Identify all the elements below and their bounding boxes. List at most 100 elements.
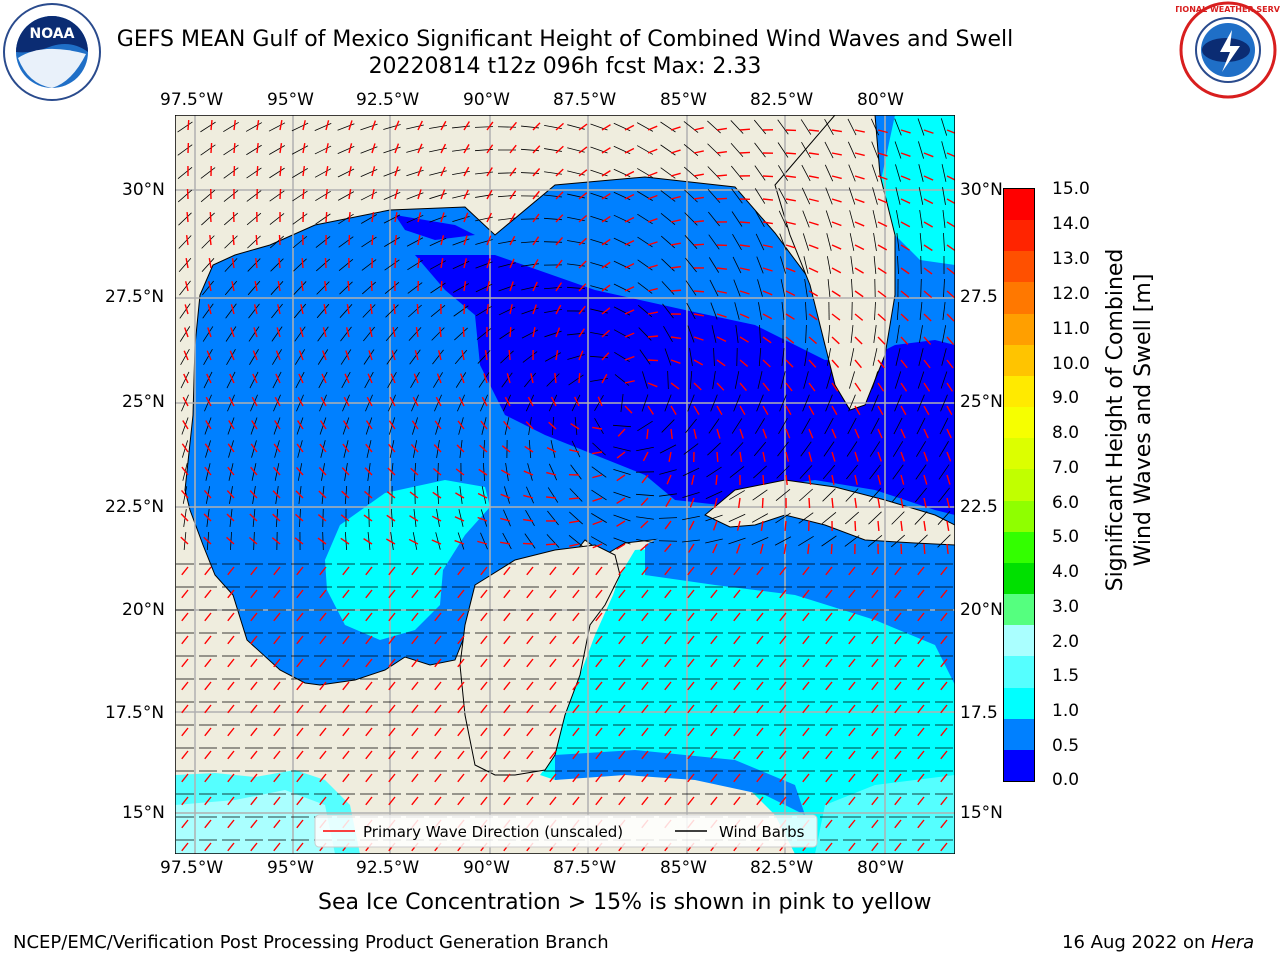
wave-direction-arrow <box>940 635 948 645</box>
wave-direction-arrow <box>923 175 934 181</box>
wave-direction-arrow <box>273 750 281 760</box>
wind-barb <box>200 144 216 156</box>
wave-direction-arrow <box>555 259 563 269</box>
wave-direction-arrow <box>825 796 833 806</box>
wave-direction-arrow <box>455 492 465 499</box>
wave-direction-arrow <box>342 750 350 760</box>
wave-direction-arrow <box>255 234 258 246</box>
wave-direction-arrow <box>254 281 258 292</box>
wind-barb <box>662 303 674 319</box>
wind-barb <box>203 371 213 389</box>
wind-barb <box>430 282 446 294</box>
wave-direction-arrow <box>463 189 469 200</box>
wind-barb <box>710 302 718 320</box>
wave-direction-arrow <box>348 189 352 200</box>
wave-direction-arrow <box>779 658 787 668</box>
wave-direction-arrow <box>670 149 681 154</box>
yucatan-peninsula <box>459 544 621 776</box>
wave-direction-arrow <box>624 170 635 177</box>
wind-barb <box>434 394 442 412</box>
wind-barb <box>224 258 238 272</box>
wave-direction-arrow <box>946 382 954 392</box>
wind-barb <box>180 348 190 366</box>
wind-barb <box>709 279 719 297</box>
wind-barb <box>386 349 398 365</box>
wind-barb <box>225 303 237 319</box>
wave-direction-arrow <box>300 304 304 315</box>
wind-barb <box>250 394 258 412</box>
wave-direction-arrow <box>595 566 603 576</box>
wave-direction-arrow <box>693 220 705 223</box>
wave-direction-arrow <box>825 566 833 576</box>
wave-direction-arrow <box>739 221 751 224</box>
wind-barb <box>916 441 926 457</box>
wave-direction-arrow <box>480 704 488 714</box>
wind-barb <box>825 394 833 412</box>
wind-barb <box>527 463 533 481</box>
wave-direction-arrow <box>854 474 858 485</box>
wind-barb <box>291 122 309 132</box>
wave-direction-arrow <box>756 704 764 714</box>
wave-direction-arrow <box>647 241 658 246</box>
wave-direction-arrow <box>503 773 511 783</box>
wave-direction-arrow <box>900 359 908 369</box>
wave-direction-arrow <box>433 444 442 453</box>
wave-direction-arrow <box>762 221 773 225</box>
wave-direction-arrow <box>687 589 695 599</box>
wave-direction-arrow <box>411 612 419 622</box>
wave-direction-arrow <box>946 405 953 416</box>
wind-barb <box>459 486 463 504</box>
wave-direction-arrow <box>900 336 909 345</box>
wind-barb <box>360 146 378 154</box>
wave-direction-arrow <box>900 313 909 322</box>
wave-direction-arrow <box>877 244 888 251</box>
wave-direction-arrow <box>503 589 511 599</box>
wave-direction-arrow <box>848 796 856 806</box>
wave-direction-arrow <box>322 350 327 361</box>
wave-direction-arrow <box>233 119 236 131</box>
wave-direction-arrow <box>756 773 764 783</box>
wave-direction-arrow <box>756 727 764 737</box>
wave-direction-arrow <box>877 267 887 275</box>
wave-direction-arrow <box>578 260 587 269</box>
wave-direction-arrow <box>785 290 796 297</box>
wave-direction-arrow <box>317 537 327 545</box>
wave-direction-arrow <box>181 819 189 829</box>
colorbar-segment <box>1004 407 1034 439</box>
wave-direction-arrow <box>279 120 283 131</box>
wave-direction-arrow <box>664 566 672 576</box>
colorbar-segment <box>1004 656 1034 688</box>
wave-direction-arrow <box>277 281 281 292</box>
wind-barb <box>871 164 879 182</box>
wind-barb <box>407 282 423 294</box>
wind-barb <box>728 537 746 545</box>
wave-direction-arrow <box>900 129 911 134</box>
wave-direction-arrow <box>500 469 511 476</box>
wind-barb <box>896 325 900 343</box>
wind-barb <box>291 145 309 155</box>
wave-direction-arrow <box>802 727 810 737</box>
wave-direction-arrow <box>760 520 764 531</box>
wind-barb <box>339 304 353 318</box>
wave-direction-arrow <box>825 681 833 691</box>
wave-direction-arrow <box>848 750 856 760</box>
wave-direction-arrow <box>181 704 189 714</box>
wind-barb <box>337 168 355 178</box>
wave-direction-arrow <box>940 727 948 737</box>
wave-direction-arrow <box>831 313 841 321</box>
wind-barb <box>547 487 559 503</box>
wave-direction-arrow <box>664 773 672 783</box>
wave-direction-arrow <box>549 727 557 737</box>
wave-direction-arrow <box>503 420 511 430</box>
wave-direction-arrow <box>325 211 328 223</box>
wave-direction-arrow <box>296 704 304 714</box>
wave-direction-arrow <box>206 373 212 384</box>
wave-direction-arrow <box>231 281 235 292</box>
wave-direction-arrow <box>647 405 654 415</box>
wave-direction-arrow <box>432 467 442 476</box>
wind-barb <box>941 348 947 366</box>
wave-direction-arrow <box>710 704 718 714</box>
wave-direction-arrow <box>388 612 396 622</box>
wind-barb <box>635 493 655 497</box>
wind-barb <box>338 213 354 225</box>
